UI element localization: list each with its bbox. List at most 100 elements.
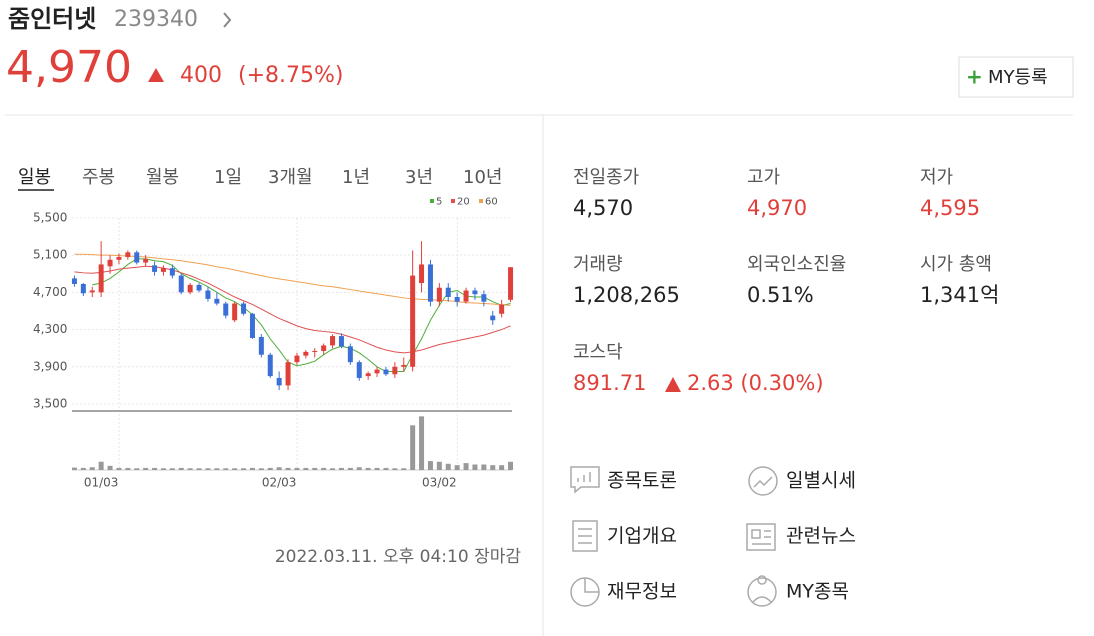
volume-bar — [294, 467, 300, 470]
tab[interactable]: 월봉 — [146, 167, 179, 188]
x-tick-label: 01/03 — [84, 476, 119, 490]
candle-body — [134, 252, 140, 263]
stat-label: 외국인소진율 — [747, 254, 846, 275]
volume-bar — [169, 468, 175, 470]
my-button[interactable] — [958, 56, 1074, 98]
tab[interactable]: 1년 — [342, 167, 370, 188]
candle-body — [338, 336, 344, 347]
volume-bar — [107, 465, 113, 470]
candle-body — [312, 350, 318, 352]
volume-bar — [365, 467, 371, 470]
volume-bar — [71, 467, 77, 470]
candle-body — [472, 290, 478, 295]
legend-label: 20 — [457, 197, 470, 208]
up-arrow — [148, 68, 164, 82]
candle-body — [490, 315, 496, 321]
candle-body — [454, 297, 460, 302]
ma-line — [74, 265, 511, 354]
link[interactable]: 종목토론 — [607, 470, 677, 492]
timestamp: 2022.03.11. 오후 04:10 장마감 — [275, 547, 522, 567]
volume-bar — [241, 468, 247, 470]
candle-body — [160, 268, 166, 272]
candle-body — [436, 287, 442, 302]
tab[interactable]: 1일 — [214, 167, 242, 188]
link[interactable]: MY종목 — [786, 581, 849, 603]
stat-label: 고가 — [747, 167, 780, 188]
tab[interactable]: 일봉 — [18, 167, 51, 188]
volume-bar — [267, 467, 273, 470]
volume-bar — [436, 461, 442, 470]
volume-bar — [472, 464, 478, 470]
icon-discussion — [570, 466, 600, 494]
legend-swatch — [451, 199, 455, 203]
volume-bar — [276, 467, 282, 470]
icon-my — [752, 575, 772, 603]
volume-bar — [223, 468, 229, 470]
candle-body — [71, 278, 77, 284]
stat-label: 시가 총액 — [920, 254, 992, 275]
volume-bar — [285, 467, 291, 470]
volume-bar — [338, 467, 344, 470]
candle-body — [347, 346, 353, 363]
stock-code: 239340 — [114, 7, 198, 32]
legend-swatch — [479, 199, 483, 203]
candle-body — [214, 298, 220, 304]
volume-bar — [454, 465, 460, 470]
y-tick-label: 4,300 — [33, 322, 67, 336]
candle-body — [152, 265, 158, 272]
volume-bar — [98, 461, 104, 470]
candle-body — [445, 287, 451, 298]
volume-bar — [410, 425, 416, 470]
volume-bar — [356, 467, 362, 470]
candle-body — [392, 366, 398, 375]
tab[interactable]: 주봉 — [82, 167, 115, 188]
link[interactable]: 일별시세 — [786, 470, 856, 492]
candle-body — [107, 259, 113, 267]
stat-value: 4,570 — [573, 196, 633, 220]
up-arrow — [665, 377, 681, 392]
tab[interactable]: 10년 — [463, 167, 502, 188]
stat-value: 0.51% — [747, 283, 814, 307]
icon-news — [746, 523, 776, 551]
volume-bar — [401, 468, 407, 470]
candle-body — [508, 267, 514, 300]
volume-bar — [347, 467, 353, 470]
icon-daily — [748, 466, 778, 496]
volume-bar — [187, 468, 193, 470]
candle-body — [241, 303, 247, 314]
volume-bar — [312, 467, 318, 470]
candle-body — [169, 268, 175, 276]
link[interactable]: 기업개요 — [607, 525, 677, 547]
legend-swatch — [430, 199, 434, 203]
candle-body — [321, 345, 327, 351]
stat-label: 저가 — [920, 167, 953, 188]
candle-body — [383, 369, 389, 375]
link[interactable]: 관련뉴스 — [786, 525, 856, 547]
volume-bar — [445, 463, 451, 470]
candle-body — [98, 264, 104, 293]
y-tick-label: 3,500 — [33, 397, 67, 411]
tab[interactable]: 3년 — [405, 167, 433, 188]
chevron[interactable] — [223, 12, 232, 28]
index-label: 코스닥 — [573, 342, 623, 363]
volume-bar — [481, 464, 487, 470]
icon-company — [572, 520, 598, 552]
stock-name: 줌인터넷 — [8, 5, 96, 33]
candle-body — [80, 283, 86, 294]
icon-daily — [753, 476, 773, 488]
volume-bar — [196, 468, 202, 470]
candle-body — [276, 377, 282, 386]
candle-body — [125, 252, 131, 257]
candle-body — [481, 294, 487, 302]
candle-body — [463, 290, 469, 302]
stat-value: 1,341억 — [920, 283, 999, 307]
volume-bar — [258, 468, 264, 470]
candle-body — [410, 275, 416, 367]
candle-body — [365, 373, 371, 377]
icon-finance — [584, 578, 599, 593]
volume-bar — [392, 468, 398, 470]
tab[interactable]: 3개월 — [268, 167, 313, 188]
my-button-label[interactable]: MY등록 — [988, 67, 1048, 88]
link[interactable]: 재무정보 — [607, 581, 677, 603]
